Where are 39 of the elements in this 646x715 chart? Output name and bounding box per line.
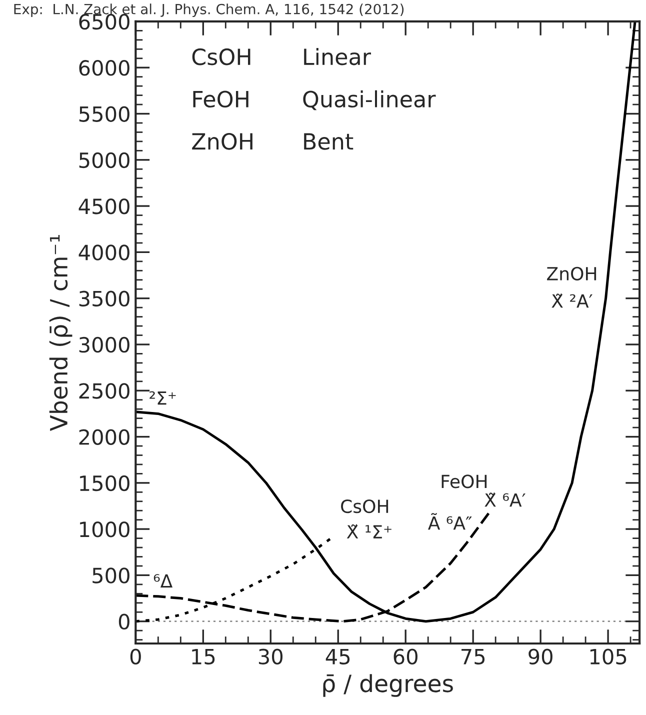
x-tick-label: 15 <box>192 649 215 664</box>
y-tick-label: 0 <box>118 614 130 630</box>
annotation: Linear <box>304 48 372 66</box>
y-tick-label: 4000 <box>78 244 130 260</box>
line-series <box>136 21 636 623</box>
y-tick-label: 500 <box>92 568 130 584</box>
annotation: FeOH <box>442 474 487 488</box>
x-tick-label: 0 <box>130 648 141 664</box>
annotation: X̃ ¹Σ⁺ <box>346 524 392 538</box>
annotation: X̃ ⁶A′ <box>484 492 526 507</box>
annotation: ²Σ⁺ <box>150 391 176 405</box>
y-tick-label: 5000 <box>79 152 130 168</box>
x-tick-label: 90 <box>528 648 552 664</box>
annotation: Ã ⁶A″ <box>428 513 472 530</box>
y-tick-label: 1500 <box>80 475 130 492</box>
y-tick-label: 6000 <box>79 60 130 76</box>
y-tick-label: 4500 <box>78 198 130 214</box>
annotation: ⁶Δ <box>154 574 173 588</box>
x-tick-label: 30 <box>258 648 282 664</box>
y-tick-label: 1000 <box>80 522 130 538</box>
y-tick-label: 3500 <box>79 290 130 307</box>
y-axis-title: Vbend (ρ̄) / cm⁻¹ <box>49 235 72 431</box>
annotation: X̃ ²A′ <box>552 294 592 308</box>
x-tick-label: 75 <box>462 649 485 664</box>
x-axis-title: ρ̄ / degrees <box>323 674 453 697</box>
x-tick-label: 45 <box>326 649 350 664</box>
y-tick-label: 2500 <box>79 383 130 399</box>
y-tick-label: 5500 <box>79 106 130 122</box>
annotation: CsOH <box>341 499 388 514</box>
annotation: Bent <box>304 133 354 150</box>
annotation: ZnOH <box>547 266 596 280</box>
annotation: ZnOH <box>192 133 252 150</box>
x-tick-label: 105 <box>590 648 626 664</box>
y-tick-label: 3000 <box>79 336 130 353</box>
annotation: CsOH <box>192 48 250 66</box>
y-tick-label: 2000 <box>79 429 130 445</box>
x-tick-label: 60 <box>394 648 418 664</box>
annotation: FeOH <box>193 90 248 108</box>
annotation: Quasi-linear <box>303 90 436 110</box>
